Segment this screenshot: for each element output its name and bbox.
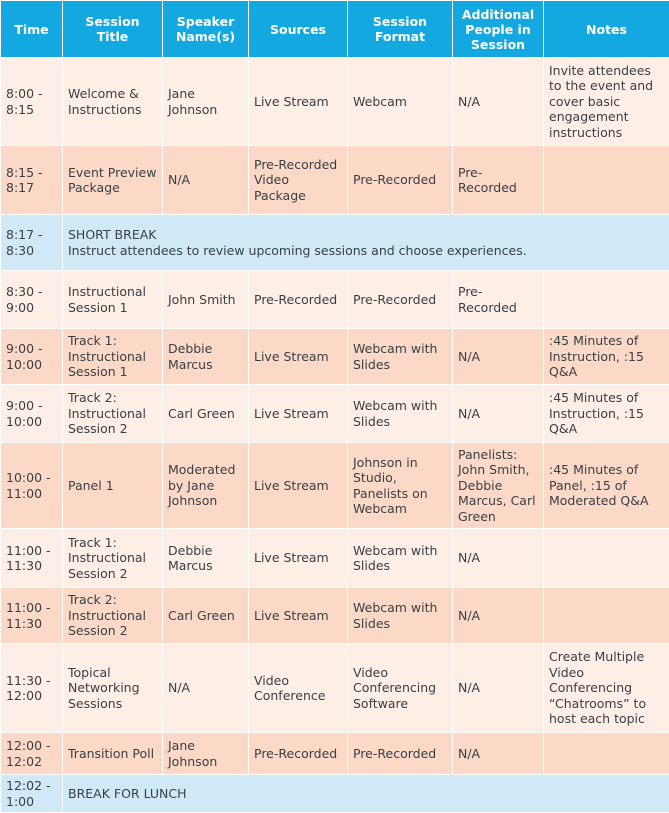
cell-session-title: Track 1: Instructional Session 1 (63, 329, 163, 385)
cell-session-title: Instructional Session 1 (63, 271, 163, 329)
cell-format: Webcam with Slides (348, 529, 453, 588)
cell-time: 9:00 - 10:00 (1, 385, 63, 443)
cell-notes: :45 Minutes of Instruction, :15 Q&A (544, 385, 669, 443)
cell-additional-people: N/A (453, 58, 544, 146)
header-notes: Notes (544, 1, 669, 58)
cell-additional-people: N/A (453, 385, 544, 443)
break-row: 12:02 - 1:00 BREAK FOR LUNCH (1, 775, 669, 813)
cell-format: Webcam (348, 58, 453, 146)
cell-notes (544, 588, 669, 644)
cell-speaker: Jane Johnson (163, 58, 249, 146)
cell-speaker: Carl Green (163, 588, 249, 644)
cell-notes: Invite attendees to the event and cover … (544, 58, 669, 146)
cell-time: 12:02 - 1:00 (1, 775, 63, 813)
cell-speaker: N/A (163, 146, 249, 215)
cell-format: Video Conferencing Software (348, 644, 453, 733)
break-title: BREAK FOR LUNCH (68, 786, 664, 802)
cell-session-title: Topical Networking Sessions (63, 644, 163, 733)
cell-time: 11:00 - 11:30 (1, 529, 63, 588)
cell-time: 8:00 - 8:15 (1, 58, 63, 146)
cell-session-title: Panel 1 (63, 443, 163, 529)
cell-time: 8:30 - 9:00 (1, 271, 63, 329)
cell-sources: Pre-Recorded Video Package (249, 146, 348, 215)
cell-notes: Create Multiple Video Conferencing “Chat… (544, 644, 669, 733)
cell-sources: Pre-Recorded (249, 271, 348, 329)
cell-sources: Live Stream (249, 329, 348, 385)
cell-session-title: Track 2: Instructional Session 2 (63, 588, 163, 644)
cell-additional-people: N/A (453, 329, 544, 385)
cell-additional-people: N/A (453, 733, 544, 775)
break-description: BREAK FOR LUNCH (63, 775, 669, 813)
header-row: Time Session Title Speaker Name(s) Sourc… (1, 1, 669, 58)
header-speaker-names: Speaker Name(s) (163, 1, 249, 58)
cell-format: Pre-Recorded (348, 733, 453, 775)
cell-time: 8:15 - 8:17 (1, 146, 63, 215)
cell-additional-people: Pre-Recorded (453, 271, 544, 329)
cell-session-title: Event Preview Package (63, 146, 163, 215)
cell-time: 12:00 - 12:02 (1, 733, 63, 775)
break-text: Instruct attendees to review upcoming se… (68, 243, 664, 259)
cell-session-title: Track 2: Instructional Session 2 (63, 385, 163, 443)
cell-notes: :45 Minutes of Instruction, :15 Q&A (544, 329, 669, 385)
header-time: Time (1, 1, 63, 58)
cell-session-title: Track 1: Instructional Session 2 (63, 529, 163, 588)
cell-sources: Live Stream (249, 58, 348, 146)
cell-format: Webcam with Slides (348, 329, 453, 385)
cell-notes (544, 271, 669, 329)
header-session-format: Session Format (348, 1, 453, 58)
cell-additional-people: N/A (453, 588, 544, 644)
cell-time: 11:30 - 12:00 (1, 644, 63, 733)
cell-time: 11:00 - 11:30 (1, 588, 63, 644)
cell-additional-people: N/A (453, 644, 544, 733)
cell-session-title: Transition Poll (63, 733, 163, 775)
cell-sources: Video Conference (249, 644, 348, 733)
cell-speaker: N/A (163, 644, 249, 733)
cell-speaker: John Smith (163, 271, 249, 329)
cell-notes (544, 529, 669, 588)
cell-sources: Live Stream (249, 588, 348, 644)
cell-sources: Live Stream (249, 443, 348, 529)
cell-time: 9:00 - 10:00 (1, 329, 63, 385)
cell-format: Pre-Recorded (348, 271, 453, 329)
cell-format: Webcam with Slides (348, 588, 453, 644)
header-additional-people: Additional People in Session (453, 1, 544, 58)
cell-time: 8:17 - 8:30 (1, 215, 63, 271)
cell-speaker: Carl Green (163, 385, 249, 443)
cell-speaker: Moderated by Jane Johnson (163, 443, 249, 529)
cell-notes (544, 146, 669, 215)
cell-sources: Live Stream (249, 385, 348, 443)
cell-time: 10:00 - 11:00 (1, 443, 63, 529)
cell-notes: :45 Minutes of Panel, :15 of Moderated Q… (544, 443, 669, 529)
cell-speaker: Debbie Marcus (163, 329, 249, 385)
break-title: SHORT BREAK (68, 227, 664, 243)
cell-format: Pre-Recorded (348, 146, 453, 215)
cell-additional-people: Pre-Recorded (453, 146, 544, 215)
cell-sources: Pre-Recorded (249, 733, 348, 775)
cell-speaker: Debbie Marcus (163, 529, 249, 588)
cell-additional-people: N/A (453, 529, 544, 588)
cell-speaker: Jane Johnson (163, 733, 249, 775)
cell-additional-people: Panelists: John Smith, Debbie Marcus, Ca… (453, 443, 544, 529)
cell-sources: Live Stream (249, 529, 348, 588)
cell-format: Webcam with Slides (348, 385, 453, 443)
cell-notes (544, 733, 669, 775)
cell-format: Johnson in Studio, Panelists on Webcam (348, 443, 453, 529)
header-session-title: Session Title (63, 1, 163, 58)
cell-session-title: Welcome & Instructions (63, 58, 163, 146)
header-sources: Sources (249, 1, 348, 58)
